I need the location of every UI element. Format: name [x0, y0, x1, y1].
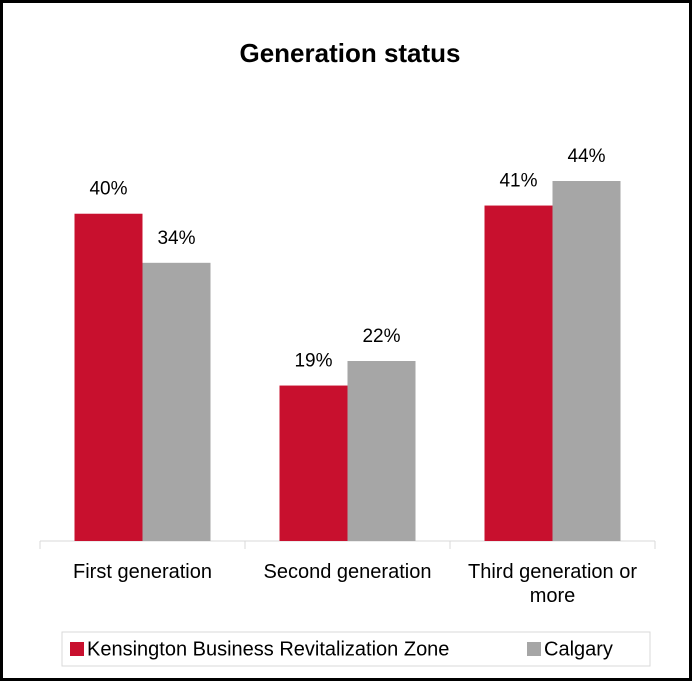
bar — [279, 385, 348, 541]
x-tick-label: Third generation or more — [468, 561, 637, 607]
value-label: 40% — [89, 179, 127, 200]
bar — [74, 213, 143, 541]
value-label: 34% — [157, 228, 195, 249]
value-label: 22% — [362, 326, 400, 347]
x-tick-label: First generation — [73, 561, 212, 583]
legend-box — [61, 631, 651, 667]
legend-label: Calgary — [544, 638, 613, 660]
chart-title: Generation status — [239, 38, 460, 68]
value-label: 44% — [567, 146, 605, 167]
value-label: 19% — [294, 351, 332, 372]
bar — [484, 205, 553, 541]
x-tick-label: Second generation — [263, 561, 432, 583]
legend-swatch — [527, 642, 541, 656]
legend-swatch — [70, 642, 84, 656]
bar — [347, 361, 416, 541]
value-label: 41% — [499, 171, 537, 192]
bar — [142, 262, 211, 541]
bar — [552, 181, 621, 541]
legend-label: Kensington Business Revitalization Zone — [87, 638, 449, 660]
